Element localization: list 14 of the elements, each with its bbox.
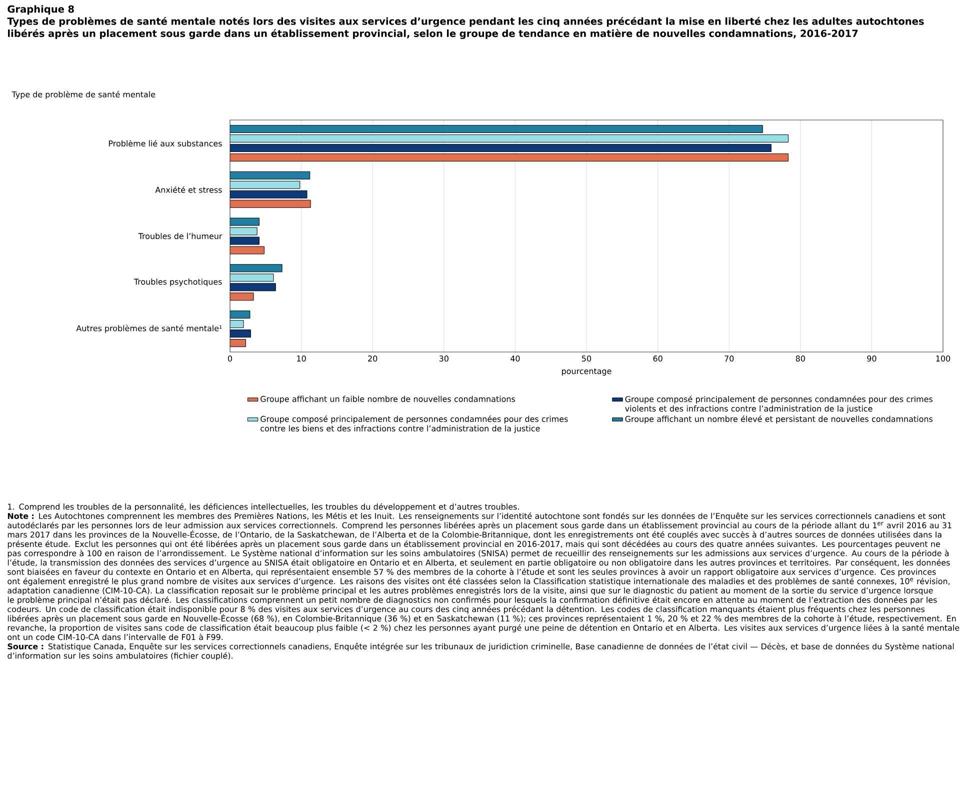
bar xyxy=(230,264,282,272)
bar xyxy=(230,144,772,152)
bar xyxy=(230,171,310,180)
bar xyxy=(230,283,276,292)
bar xyxy=(230,124,763,133)
bar xyxy=(230,180,300,189)
bar xyxy=(230,330,251,338)
text: Graphique 8 xyxy=(8,5,74,15)
chart-subtitle: Types de problèmes de santé mentale notés lors des visites aux services d’urgence pendant les cinq années précédant la mise en liberté chez les adultes autochtones libérés après un placement sous garde dans un établissement provincial, selon le groupe de tendance en matière de nouvelles condamnations, 2016-2017 xyxy=(7,16,924,40)
bar xyxy=(230,274,274,282)
bar xyxy=(230,134,789,142)
bar xyxy=(230,200,311,208)
bar xyxy=(230,153,789,162)
bar xyxy=(230,190,308,198)
